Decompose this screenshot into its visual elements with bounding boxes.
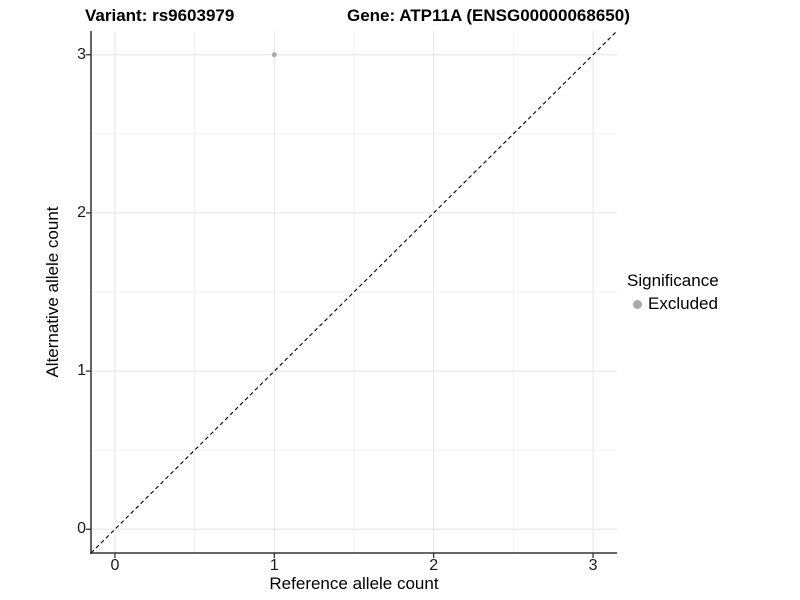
- data-point: [271, 52, 277, 58]
- legend-item: Excluded: [633, 294, 719, 314]
- legend-items: Excluded: [627, 294, 719, 314]
- y-tick-label: 3: [77, 45, 86, 63]
- y-tick-label: 1: [77, 362, 86, 380]
- legend: Significance Excluded: [627, 271, 719, 314]
- y-tick-label: 2: [77, 203, 86, 221]
- x-tick-label: 3: [588, 557, 598, 574]
- variant-title: Variant: rs9603979: [85, 6, 235, 25]
- x-tick-label: 1: [269, 557, 279, 574]
- y-axis-title: Alternative allele count: [43, 206, 62, 378]
- legend-title: Significance: [627, 271, 719, 290]
- x-axis-title: Reference allele count: [269, 574, 439, 593]
- gene-title: Gene: ATP11A (ENSG00000068650): [347, 6, 630, 25]
- legend-item-label: Excluded: [648, 294, 718, 313]
- identity-reference-line: [90, 30, 618, 554]
- x-tick-label: 2: [429, 557, 439, 574]
- legend-marker-icon: [633, 299, 642, 309]
- x-tick-label: 0: [110, 557, 120, 574]
- y-tick-label: 0: [77, 520, 86, 538]
